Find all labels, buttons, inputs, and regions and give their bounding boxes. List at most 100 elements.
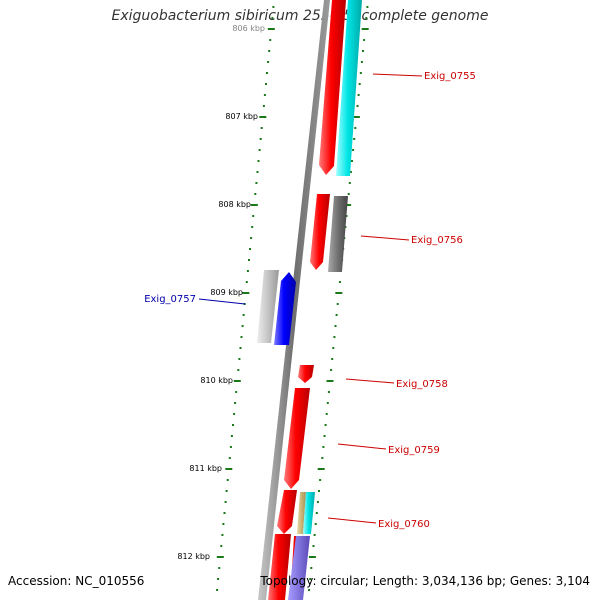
inner-tick [256,171,259,173]
gene-label-0757[interactable]: Exig_0757 [144,294,196,305]
outer-tick [353,138,356,140]
inner-tick [220,545,223,547]
outer-tick [352,149,355,151]
inner-tick [222,523,225,525]
outer-tick [316,501,319,503]
inner-tick [241,325,244,327]
cds-forward-0755[interactable] [319,0,346,175]
inner-tick [271,17,274,19]
outer-tick [351,160,353,162]
inner-tick [218,567,221,569]
inner-tick [260,127,263,129]
inner-tick [225,490,228,492]
cds-forward-0759[interactable] [284,388,310,489]
inner-tick [259,116,267,118]
outer-tick [363,39,366,41]
gene-callouts: Exig_0755 Exig_0756 Exig_0757 Exig_0758 … [144,71,476,530]
outer-tick [314,523,317,525]
inner-tick [240,336,243,338]
inner-tick [225,468,233,470]
outer-tick [344,204,352,206]
outer-tick [325,413,328,415]
inner-tick [233,380,241,382]
inner-dot-track [216,6,275,591]
outer-tick [349,171,352,173]
outer-dot-track [308,6,369,591]
cds-lightgray-0757[interactable] [257,270,279,343]
kbp-label: 807 kbp [225,112,258,121]
inner-tick [234,402,237,404]
callout-line-0759 [337,443,387,450]
outer-tick [348,182,351,184]
inner-tick [259,138,262,140]
gene-label-0755[interactable]: Exig_0755 [424,71,476,82]
inner-tick [232,424,234,426]
cds-reverse-0757[interactable] [274,272,296,345]
cds-forward-0756[interactable] [310,194,330,270]
cds-forward-bottom[interactable] [268,534,291,600]
outer-tick [357,94,360,96]
outer-tick [318,490,320,492]
inner-tick [235,391,238,393]
inner-tick [217,578,220,580]
inner-tick [221,534,224,536]
cds-forward-0760[interactable] [277,490,297,534]
cds-features [257,0,362,600]
gene-label-0756[interactable]: Exig_0756 [411,235,463,246]
inner-tick [268,50,271,52]
inner-tick [262,105,265,107]
outer-tick [352,116,360,118]
cds-cyan-0760[interactable] [303,492,315,534]
outer-tick [362,50,364,52]
outer-tick [333,336,336,338]
outer-tick [313,534,316,536]
cds-gray-0756[interactable] [328,196,348,272]
inner-tick [250,204,258,206]
outer-tick [321,457,324,459]
inner-tick [255,182,258,184]
outer-tick [319,479,322,481]
gene-label-0759[interactable]: Exig_0759 [388,445,440,456]
kbp-label: 812 kbp [177,552,210,561]
outer-tick [336,303,339,305]
cds-purple-bottom[interactable] [288,536,310,600]
callout-line-0756 [360,235,410,241]
gene-label-0760[interactable]: Exig_0760 [378,519,430,530]
inner-tick [257,160,260,162]
genome-title: Exiguobacterium sibiricum 255-15, comple… [111,8,489,24]
outer-tick [308,589,311,591]
inner-tick [249,248,251,250]
outer-tick [322,446,325,448]
outer-tick [335,314,338,316]
inner-tick [224,501,227,503]
inner-tick [258,149,261,151]
outer-tick [309,578,312,580]
outer-tick [310,567,313,569]
inner-tick [228,457,231,459]
inner-tick [272,6,275,8]
outer-tick [359,72,362,74]
inner-tick [226,479,229,481]
inner-tick [254,193,257,195]
outer-tick [358,83,361,85]
genome-stats: Topology: circular; Length: 3,034,136 bp… [260,574,590,588]
scale-ticks [216,6,369,591]
inner-tick [263,94,266,96]
inner-tick [267,28,275,30]
outer-tick [323,435,326,437]
outer-tick [326,402,329,404]
inner-tick [246,270,249,272]
inner-tick [223,512,226,514]
inner-tick [250,237,253,239]
inner-tick [252,215,255,217]
outer-tick [317,468,325,470]
outer-tick [312,545,315,547]
kbp-labels: 806 kbp 807 kbp 808 kbp 809 kbp 810 kbp … [177,24,265,561]
cds-cyan-0755[interactable] [336,0,362,176]
outer-tick [324,424,327,426]
cds-forward-0758[interactable] [298,365,314,383]
outer-tick [356,105,359,107]
gene-label-0758[interactable]: Exig_0758 [396,379,448,390]
